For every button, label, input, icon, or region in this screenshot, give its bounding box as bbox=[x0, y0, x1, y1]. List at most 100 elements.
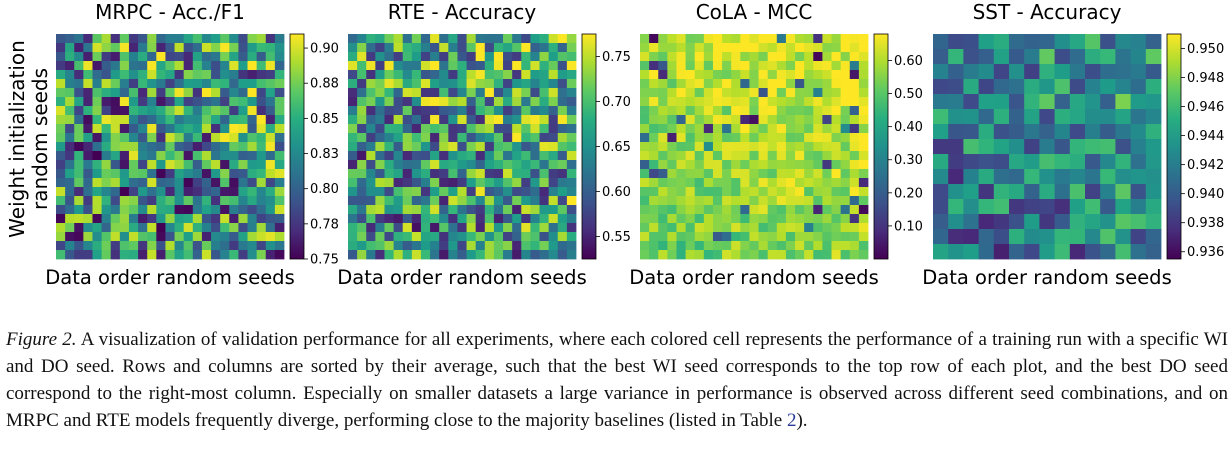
heatmap-cell bbox=[694, 142, 705, 152]
heatmap-cell bbox=[676, 160, 686, 170]
heatmap-cell bbox=[348, 106, 358, 116]
heatmap-cell bbox=[411, 232, 422, 242]
heatmap-cell bbox=[183, 106, 194, 116]
table-reference-link[interactable]: 2 bbox=[786, 410, 797, 431]
heatmap-cell bbox=[1100, 79, 1116, 95]
heatmap-cell bbox=[274, 178, 285, 188]
heatmap-cell bbox=[119, 223, 130, 233]
colorbar-tick-label: 0.85 bbox=[310, 112, 339, 127]
heatmap-cell bbox=[384, 133, 394, 143]
heatmap-cell bbox=[265, 205, 276, 215]
heatmap-cell bbox=[503, 232, 513, 242]
heatmap-cell bbox=[978, 199, 995, 215]
panel-title: SST - Accuracy bbox=[973, 0, 1122, 24]
heatmap-cell bbox=[530, 187, 540, 197]
heatmap-cell bbox=[694, 61, 705, 71]
heatmap-cell bbox=[493, 70, 504, 80]
heatmap-cell bbox=[274, 97, 285, 107]
heatmap-cell bbox=[220, 250, 230, 260]
heatmap-cell bbox=[201, 205, 212, 215]
heatmap-cell bbox=[539, 205, 550, 215]
heatmap-cell bbox=[795, 97, 805, 107]
heatmap-cell bbox=[156, 115, 166, 125]
heatmap-cell bbox=[758, 34, 769, 44]
heatmap-cell bbox=[147, 52, 157, 62]
heatmap-cell bbox=[147, 124, 157, 134]
colorbar-ticks: 0.900.880.850.830.800.780.75 bbox=[304, 42, 339, 268]
heatmap-cell bbox=[439, 124, 449, 134]
heatmap-cell bbox=[649, 70, 659, 80]
heatmap-cell bbox=[74, 88, 84, 98]
heatmap-cell bbox=[566, 151, 577, 161]
heatmap-cell bbox=[393, 124, 404, 134]
heatmap-cell bbox=[658, 106, 668, 116]
heatmap-cell bbox=[530, 70, 540, 80]
heatmap-cell bbox=[448, 106, 458, 116]
heatmap-cell bbox=[56, 196, 66, 206]
heatmap-cell bbox=[247, 52, 258, 62]
heatmap-cell bbox=[466, 133, 477, 143]
heatmap-cell bbox=[503, 106, 513, 116]
heatmap-cell bbox=[493, 79, 504, 89]
heatmap-cell bbox=[1085, 229, 1101, 245]
heatmap-cell bbox=[274, 79, 285, 89]
heatmap-cell bbox=[548, 250, 559, 260]
heatmap-cell bbox=[694, 151, 705, 161]
heatmap-cell bbox=[539, 151, 550, 161]
heatmap-cell bbox=[530, 169, 540, 179]
heatmap-cell bbox=[201, 151, 212, 161]
heatmap-cell bbox=[1024, 49, 1040, 65]
heatmap-cell bbox=[348, 214, 358, 224]
heatmap-cell bbox=[430, 142, 440, 152]
heatmap-cell bbox=[411, 169, 422, 179]
heatmap-cell bbox=[466, 97, 477, 107]
heatmap-cell bbox=[484, 70, 495, 80]
heatmap-cells bbox=[640, 34, 869, 260]
heatmap-cell bbox=[831, 43, 842, 53]
heatmap-cell bbox=[247, 241, 258, 251]
heatmap-cell bbox=[804, 196, 814, 206]
heatmap-cell bbox=[1115, 79, 1131, 95]
heatmap-cell bbox=[366, 232, 376, 242]
heatmap-cell bbox=[822, 52, 832, 62]
heatmap-cell bbox=[138, 88, 148, 98]
heatmap-cell bbox=[858, 106, 869, 116]
heatmap-cell bbox=[649, 187, 659, 197]
heatmap-cell bbox=[840, 178, 851, 188]
heatmap-cell bbox=[92, 223, 102, 233]
heatmap-cell bbox=[712, 133, 723, 143]
heatmap-cell bbox=[466, 142, 477, 152]
heatmap-cell bbox=[183, 187, 194, 197]
heatmap-cell bbox=[247, 124, 258, 134]
heatmap-cell bbox=[138, 43, 148, 53]
heatmap-cell bbox=[402, 79, 413, 89]
heatmap-cell bbox=[758, 196, 769, 206]
heatmap-cell bbox=[448, 214, 458, 224]
heatmap-cell bbox=[420, 241, 431, 251]
heatmap-cell bbox=[475, 79, 486, 89]
heatmap-cell bbox=[749, 115, 759, 125]
heatmap-cell bbox=[503, 223, 513, 233]
heatmap-cell bbox=[357, 151, 367, 161]
heatmap-cell bbox=[849, 169, 860, 179]
heatmap-cell bbox=[393, 160, 404, 170]
heatmap-cell bbox=[676, 133, 686, 143]
heatmap-cell bbox=[640, 106, 650, 116]
heatmap-cell bbox=[521, 34, 531, 44]
heatmap-cell bbox=[156, 187, 166, 197]
heatmap-cell bbox=[649, 196, 659, 206]
heatmap-cell bbox=[963, 124, 979, 140]
heatmap-cell bbox=[840, 232, 851, 242]
heatmap-cell bbox=[1100, 139, 1116, 155]
heatmap-cell bbox=[439, 205, 449, 215]
heatmap-cell bbox=[74, 43, 84, 53]
heatmap-cell bbox=[110, 250, 121, 260]
heatmap-cell bbox=[722, 97, 732, 107]
heatmap-cell bbox=[539, 241, 550, 251]
heatmap-cell bbox=[539, 223, 550, 233]
heatmap-cell bbox=[512, 196, 522, 206]
heatmap-cell bbox=[1039, 124, 1055, 140]
colorbar-tick-label: 0.75 bbox=[602, 50, 631, 65]
heatmap-cell bbox=[722, 178, 732, 188]
heatmap-cell bbox=[722, 43, 732, 53]
